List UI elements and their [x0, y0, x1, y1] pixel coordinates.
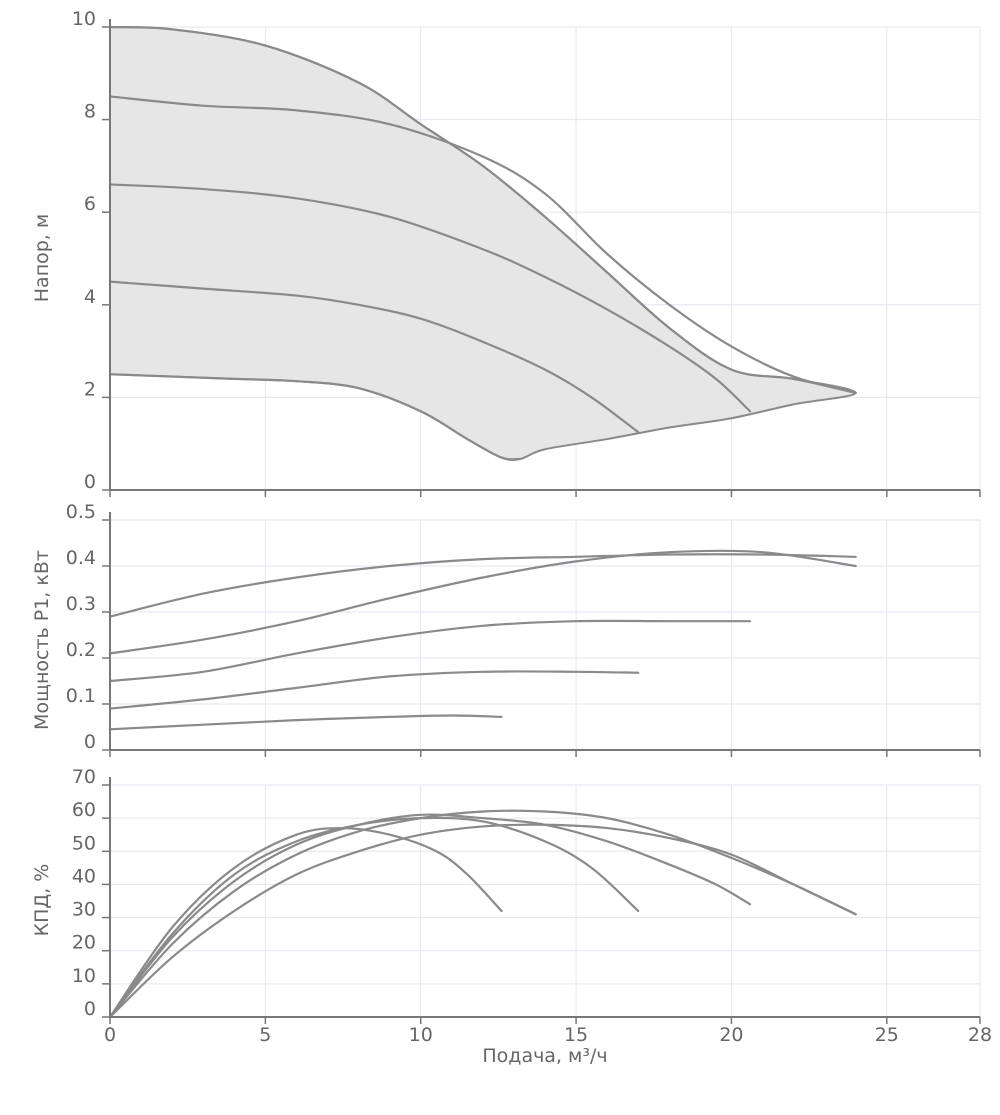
head-curve-speed-4: [108, 280, 640, 434]
head-y-tick-label: 6: [84, 193, 96, 215]
x-tick-label: 15: [564, 1024, 588, 1046]
efficiency-y-tick-label: 50: [72, 832, 96, 854]
head-y-tick-label: 4: [84, 286, 96, 308]
efficiency-y-tick-label: 60: [72, 799, 96, 821]
efficiency-y-tick-label: 30: [72, 899, 96, 921]
power-y-tick-label: 0.2: [66, 639, 96, 661]
efficiency-y-tick-label: 20: [72, 932, 96, 954]
x-tick-label: 5: [259, 1024, 271, 1046]
efficiency-y-tick-label: 40: [72, 865, 96, 887]
efficiency-y-axis-label: КПД, %: [31, 864, 53, 937]
head-y-tick-label: 10: [72, 8, 96, 30]
head-curve-speed-2: [108, 95, 857, 394]
power-y-tick-label: 0.4: [66, 547, 96, 569]
x-axis-label: Подача, м³/ч: [482, 1045, 607, 1067]
x-tick-label: 20: [719, 1024, 743, 1046]
head-curve-speed-1: [108, 25, 857, 394]
power-y-tick-label: 0.3: [66, 593, 96, 615]
power-y-tick-label: 0.5: [66, 501, 96, 523]
power-y-tick-label: 0: [84, 731, 96, 753]
x-tick-label: 25: [875, 1024, 899, 1046]
head-y-axis-label: Напор, м: [31, 214, 53, 302]
efficiency-curve-speed-5: [108, 826, 503, 1019]
efficiency-curve-speed-3: [108, 813, 752, 1019]
power-y-tick-label: 0.1: [66, 685, 96, 707]
head-y-tick-label: 8: [84, 101, 96, 123]
efficiency-y-tick-label: 70: [72, 766, 96, 788]
head-curve-speed-3: [108, 183, 752, 413]
x-tick-label: 10: [409, 1024, 433, 1046]
head-curve-speed-5: [108, 373, 522, 461]
power-curve-speed-3: [108, 619, 752, 683]
efficiency-y-tick-label: 10: [72, 965, 96, 987]
efficiency-curve-speed-4: [108, 816, 640, 1019]
efficiency-curve-speed-2: [108, 809, 857, 1019]
efficiency-y-tick-label: 0: [84, 998, 96, 1020]
x-tick-label: 0: [104, 1024, 116, 1046]
power-y-axis-label: Мощность P1, кВт: [31, 550, 53, 730]
power-curve-speed-4: [108, 670, 640, 710]
power-curve-speed-2: [108, 549, 857, 655]
power-curve-speed-1: [108, 553, 857, 618]
head-y-tick-label: 0: [84, 471, 96, 493]
power-curve-speed-5: [108, 714, 503, 731]
x-tick-label: 28: [968, 1024, 992, 1046]
efficiency-curve-speed-1: [108, 823, 857, 1019]
operating-range-envelope: [109, 25, 857, 462]
head-y-tick-label: 2: [84, 378, 96, 400]
